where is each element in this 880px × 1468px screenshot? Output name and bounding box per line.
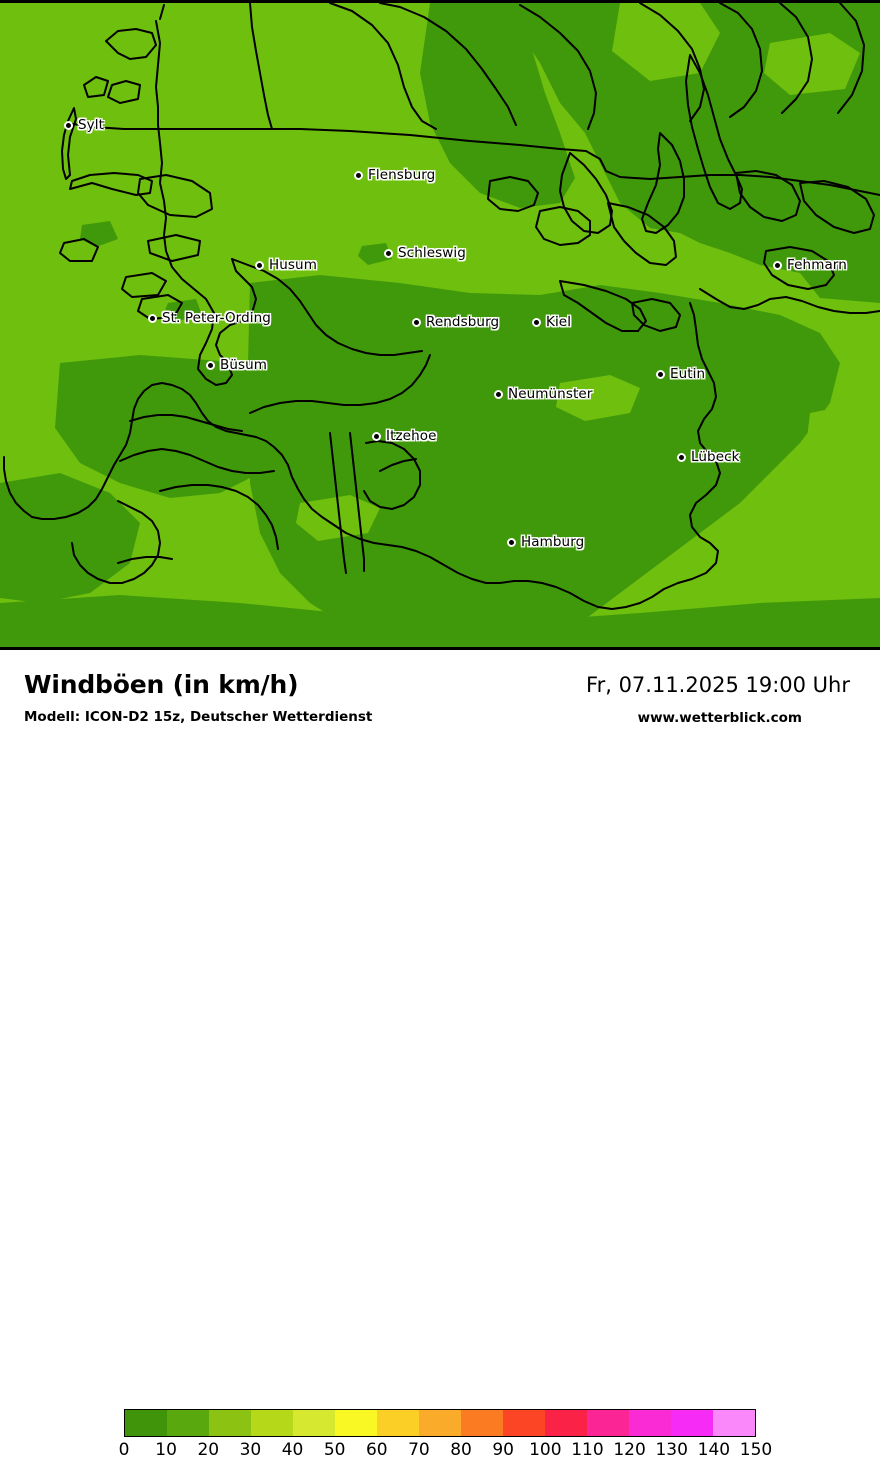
- colorbar-tick: 30: [239, 1440, 262, 1460]
- colorbar-segment: [419, 1410, 461, 1436]
- colorbar-segment: [293, 1410, 335, 1436]
- colorbar-tick: 60: [365, 1440, 388, 1460]
- city-label: Büsum: [220, 357, 268, 373]
- footer-panel: Windböen (in km/h) Modell: ICON-D2 15z, …: [0, 650, 880, 1460]
- colorbar-tick: 40: [281, 1440, 304, 1460]
- city-label: Fehmarn: [787, 257, 847, 273]
- colorbar-tick: 150: [739, 1440, 773, 1460]
- city-label: Husum: [269, 257, 317, 273]
- city-dot-icon: [412, 317, 421, 327]
- colorbar-segment: [461, 1410, 503, 1436]
- city-marker[interactable]: Lübeck: [677, 449, 740, 465]
- city-dot-icon: [255, 260, 264, 270]
- colorbar: [124, 1409, 756, 1437]
- colorbar-segment: [545, 1410, 587, 1436]
- wind-class-darker-green: [0, 3, 880, 647]
- city-label: Sylt: [78, 117, 105, 133]
- city-marker[interactable]: Eutin: [656, 366, 705, 382]
- city-marker[interactable]: Schleswig: [384, 245, 466, 261]
- city-dot-icon: [494, 389, 503, 399]
- colorbar-tick: 130: [655, 1440, 688, 1460]
- city-dot-icon: [64, 120, 73, 130]
- colorbar-tick-labels: 0 10 20 30 40 50 60 70 80 90 100 110 120 130 140 150: [0, 1440, 880, 1468]
- colorbar-segment: [587, 1410, 629, 1436]
- city-dot-icon: [507, 537, 516, 547]
- city-dot-icon: [372, 431, 381, 441]
- colorbar-tick: 100: [529, 1440, 562, 1460]
- city-label: Rendsburg: [426, 314, 500, 330]
- city-marker[interactable]: Büsum: [206, 357, 267, 373]
- city-marker[interactable]: St. Peter-Ording: [148, 310, 271, 326]
- website-label: www.wetterblick.com: [637, 710, 802, 726]
- city-dot-icon: [773, 260, 782, 270]
- city-marker[interactable]: Rendsburg: [412, 314, 499, 330]
- colorbar-segment: [629, 1410, 671, 1436]
- colorbar-gradient: [124, 1409, 756, 1437]
- city-dot-icon: [354, 170, 363, 180]
- city-label: Kiel: [546, 314, 572, 330]
- coastline-borders: [3, 3, 880, 610]
- city-dot-icon: [656, 369, 665, 379]
- colorbar-segment: [167, 1410, 209, 1436]
- colorbar-tick: 80: [450, 1440, 472, 1460]
- city-marker[interactable]: Flensburg: [354, 167, 435, 183]
- city-marker[interactable]: Fehmarn: [773, 257, 847, 273]
- city-dot-icon: [148, 313, 157, 323]
- city-label: Lübeck: [691, 449, 740, 465]
- city-dot-icon: [677, 452, 686, 462]
- city-dot-icon: [532, 317, 541, 327]
- colorbar-segment: [377, 1410, 419, 1436]
- city-label: Neumünster: [508, 386, 593, 402]
- colorbar-tick: 50: [323, 1440, 346, 1460]
- colorbar-tick: 140: [697, 1440, 731, 1460]
- colorbar-tick: 10: [155, 1440, 177, 1460]
- colorbar-tick: 110: [571, 1440, 604, 1460]
- colorbar-tick: 20: [197, 1440, 220, 1460]
- city-label: Eutin: [670, 366, 706, 382]
- city-marker[interactable]: Kiel: [532, 314, 571, 330]
- city-marker[interactable]: Sylt: [64, 117, 104, 133]
- colorbar-segment: [713, 1410, 755, 1436]
- city-marker[interactable]: Itzehoe: [372, 428, 437, 444]
- valid-time-label: Fr, 07.11.2025 19:00 Uhr: [586, 673, 850, 697]
- city-dot-icon: [384, 248, 393, 258]
- city-label: Schleswig: [398, 245, 466, 261]
- colorbar-segment: [209, 1410, 251, 1436]
- colorbar-segment: [251, 1410, 293, 1436]
- city-marker[interactable]: Neumünster: [494, 386, 592, 402]
- city-label: Hamburg: [521, 534, 585, 550]
- map-panel[interactable]: Sylt Flensburg Schleswig Husum Fehmarn St. Pe…: [0, 0, 880, 650]
- colorbar-segment: [671, 1410, 713, 1436]
- colorbar-tick: 90: [492, 1440, 515, 1460]
- city-marker[interactable]: Hamburg: [507, 534, 584, 550]
- city-label: St. Peter-Ording: [162, 310, 271, 326]
- city-dot-icon: [206, 360, 215, 370]
- colorbar-segment: [503, 1410, 545, 1436]
- city-label: Itzehoe: [386, 428, 437, 444]
- model-subtitle: Modell: ICON-D2 15z, Deutscher Wetterdie…: [24, 709, 373, 725]
- city-marker[interactable]: Husum: [255, 257, 317, 273]
- city-label: Flensburg: [368, 167, 436, 183]
- colorbar-tick: 120: [613, 1440, 646, 1460]
- colorbar-segment: [125, 1410, 167, 1436]
- colorbar-tick: 70: [408, 1440, 430, 1460]
- page-title: Windböen (in km/h): [24, 670, 299, 699]
- colorbar-tick: 0: [118, 1440, 130, 1460]
- map-canvas: [0, 3, 880, 647]
- colorbar-segment: [335, 1410, 377, 1436]
